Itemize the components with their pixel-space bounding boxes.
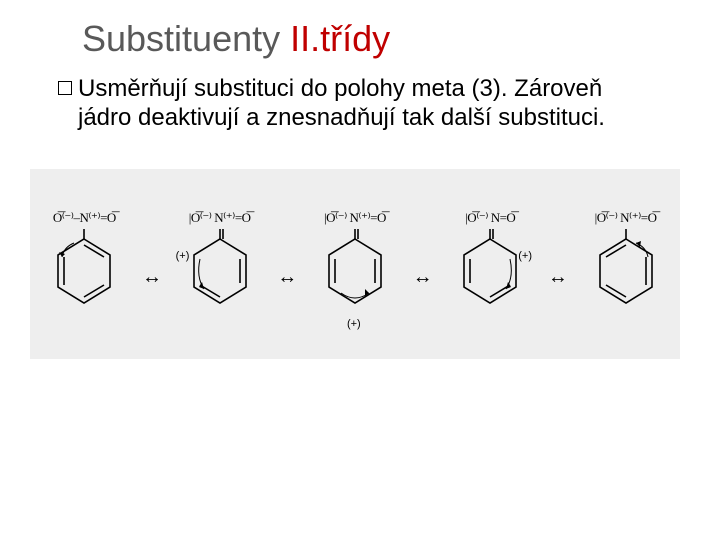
benzene-ring-icon — [184, 223, 256, 317]
title-part2: II.třídy — [290, 18, 390, 59]
resonance-structure-3: |O͞⁽⁻⁾ N⁽⁺⁾=O͞ (+) — [319, 210, 391, 317]
benzene-ring-icon — [454, 223, 526, 317]
resonance-arrow-icon: ↔ — [276, 266, 298, 289]
charge-label-2: (+) — [176, 250, 190, 262]
bullet-icon — [58, 81, 72, 95]
resonance-diagram: O͞⁽⁻⁾–N⁽⁺⁾=O͞ ↔ |O͞⁽⁻⁾ N⁽⁺⁾=O͞ — [30, 169, 680, 359]
slide-title: Substituenty II.třídy — [82, 18, 720, 60]
benzene-ring-icon — [590, 223, 662, 317]
resonance-structure-2: |O͞⁽⁻⁾ N⁽⁺⁾=O͞ (+) — [184, 210, 256, 317]
body-text: Usměrňují substituci do polohy meta (3).… — [78, 74, 660, 133]
resonance-structure-1: O͞⁽⁻⁾–N⁽⁺⁾=O͞ — [48, 210, 120, 317]
charge-label-3: (+) — [347, 318, 361, 330]
resonance-structure-4: |O͞⁽⁻⁾ N=O͞ (+) — [454, 210, 526, 317]
resonance-arrow-icon: ↔ — [547, 266, 569, 289]
title-part1: Substituenty — [82, 18, 290, 59]
benzene-ring-icon — [48, 223, 120, 317]
resonance-arrow-icon: ↔ — [412, 266, 434, 289]
benzene-ring-icon — [319, 223, 391, 317]
bullet-block: Usměrňují substituci do polohy meta (3).… — [58, 74, 660, 133]
charge-label-4: (+) — [518, 250, 532, 262]
resonance-arrow-icon: ↔ — [141, 266, 163, 289]
slide: Substituenty II.třídy Usměrňují substitu… — [0, 0, 720, 540]
resonance-structure-5: |O͞⁽⁻⁾ N⁽⁺⁾=O͞ — [590, 210, 662, 317]
